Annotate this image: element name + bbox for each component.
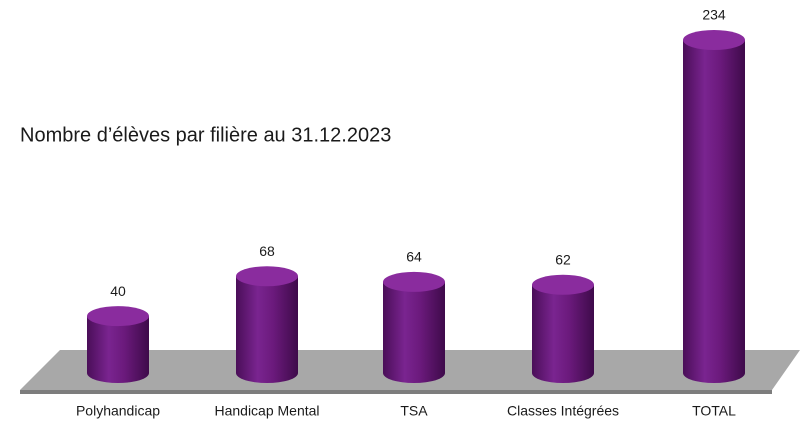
bar [87, 306, 149, 383]
data-label: 62 [555, 251, 571, 267]
bar [236, 266, 298, 383]
floor-edge [20, 390, 772, 394]
bar [683, 30, 745, 383]
x-tick-label: TSA [400, 403, 428, 419]
bar-top [236, 266, 298, 287]
bar-top [683, 30, 745, 50]
bar-top [383, 271, 445, 292]
bar-body [87, 316, 149, 383]
x-tick-label: Classes Intégrées [507, 403, 619, 419]
bar [532, 274, 594, 383]
chart-title: Nombre d’élèves par filière au 31.12.202… [20, 124, 391, 146]
bar-top [532, 274, 594, 295]
data-label: 68 [259, 243, 275, 259]
data-label: 40 [110, 283, 126, 299]
bar-body [683, 40, 745, 383]
bar-top [87, 306, 149, 327]
x-tick-label: Polyhandicap [76, 403, 160, 419]
bar-body [236, 276, 298, 383]
data-label: 64 [406, 249, 422, 265]
x-tick-label: TOTAL [692, 403, 736, 419]
x-tick-label: Handicap Mental [214, 403, 319, 419]
bar-body [532, 284, 594, 383]
data-label: 234 [702, 7, 726, 23]
bar [383, 271, 445, 383]
bar-body [383, 281, 445, 383]
